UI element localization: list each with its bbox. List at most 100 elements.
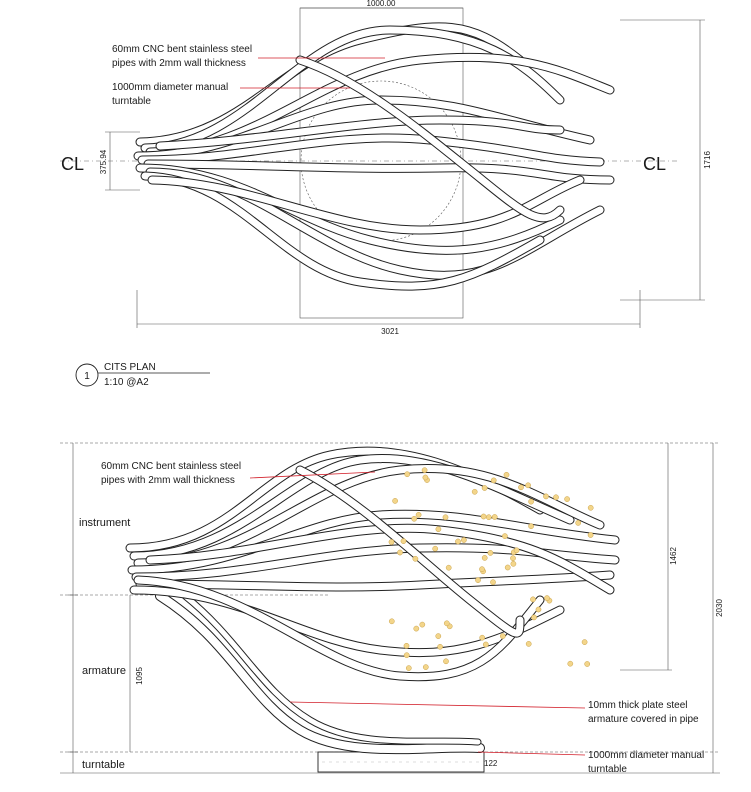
pipe-hole [432,545,439,552]
armature-pipe-1-core [156,592,484,754]
pipe-hole [421,467,428,474]
pipe-hole [442,514,449,521]
armature-pipe-2-core [182,593,481,745]
pipe-hole [443,658,449,665]
plan-pipe-3-core [146,53,614,156]
plan-dim-height-right: 1716 [703,151,712,169]
pipe-hole [535,606,542,613]
pipe-hole [388,618,395,625]
elev-leader-plate [289,701,586,709]
pipe-hole [510,555,516,562]
pipe-hole [475,577,481,583]
elevation-view: instrument armature turntable 1462 2030 … [60,442,724,775]
title-number: 1 [84,371,90,382]
section-label-armature: armature [82,665,126,677]
pipe-hole [525,482,531,489]
pipe-hole [437,643,443,650]
pipe-hole [388,539,395,545]
pipe-hole [490,579,496,586]
pipe-hole [404,471,411,478]
pipe-hole [480,513,487,520]
pipe-hole [461,537,467,543]
pipe-hole [543,493,549,500]
pipe-hole [503,471,510,478]
pipe-hole [419,621,426,628]
pipe-hole [403,652,410,659]
pipe-hole [479,566,485,573]
pipe-hole [530,596,536,603]
elev-leader-turntable [477,751,586,756]
elev-note-plate-line1: 10mm thick plate steel [588,700,688,711]
elev-pipe-8-core [134,576,544,681]
elev-note-turntable-line2: turntable [588,764,627,775]
plan-pipe-11-core [156,116,564,150]
elev-pipe-6-core [136,571,614,591]
plan-pipe-1-core [136,23,524,146]
pipe-hole [405,665,412,671]
plan-dim-width-bottom: 3021 [381,327,399,336]
plan-note-pipes-line1: 60mm CNC bent stainless steel [112,44,252,55]
plan-note-pipes-line2: pipes with 2mm wall thickness [112,58,246,69]
pipe-hole [564,496,570,502]
dim-2030: 2030 [715,599,724,617]
title-text: CITS PLAN [104,362,156,373]
armature-pipe-2 [181,592,482,746]
dim-1462: 1462 [669,547,678,565]
plan-pipe-10-core [148,176,584,234]
pipe-hole [455,538,461,545]
plan-pipe-12-core [296,56,564,222]
pipe-hole [587,504,594,511]
pipe-holes [388,467,594,671]
armature-plate [155,591,485,755]
pipe-hole [581,639,588,645]
pipe-hole [481,485,488,491]
pipe-hole [422,474,429,481]
pipe-hole [502,533,508,539]
pipe-hole [544,595,550,601]
pipe-hole [392,498,398,504]
pipe-hole [490,477,497,484]
plan-note-turntable-line2: turntable [112,96,151,107]
pipe-hole [482,641,489,648]
pipe-hole [525,641,532,647]
elev-pipe-10-core [296,466,524,637]
pipe-hole [435,633,442,639]
dim-122: 122 [484,759,498,768]
plan-note-turntable-line1: 1000mm diameter manual [112,82,228,93]
dim-1095: 1095 [135,667,144,685]
pipe-hole [403,642,410,649]
pipe-hole [513,547,520,554]
pipe-hole [397,549,403,556]
section-label-turntable: turntable [82,759,125,771]
elev-pipe-9-core [146,524,614,594]
plan-view: 1000.00 375.94 1716 3021 CL CL 60mm CNC … [60,0,712,336]
elev-note-turntable-line1: 1000mm diameter manual [588,750,704,761]
pipe-hole [487,550,494,556]
pipe-hole [518,484,524,491]
pipe-hole [412,555,419,562]
pipe-hole [575,520,582,526]
elev-leader-pipes [249,471,376,479]
pipe-hole [491,514,498,520]
centerline-symbol-left: CL [61,154,84,174]
plan-pipe-bundle [133,22,615,291]
title-scale: 1:10 @A2 [104,377,149,388]
elevation-pipe-bundle [125,446,620,682]
pipe-hole [584,661,591,667]
pipe-hole [413,625,420,632]
pipe-hole [411,515,418,522]
pipe-hole [528,498,534,505]
pipe-hole [553,494,559,501]
pipe-hole [499,633,506,639]
pipe-hole [528,523,534,530]
pipe-hole [415,511,422,518]
elev-note-plate-line2: armature covered in pipe [588,714,699,725]
section-label-instrument: instrument [79,517,130,529]
title-block: 1 CITS PLAN 1:10 @A2 [75,362,210,388]
pipe-hole [479,634,486,641]
pipe-hole [445,564,452,571]
plan-dim-height-left: 375.94 [99,149,108,174]
plan-pipe-5-core [138,134,604,166]
plan-pipe-6-core [144,160,614,184]
